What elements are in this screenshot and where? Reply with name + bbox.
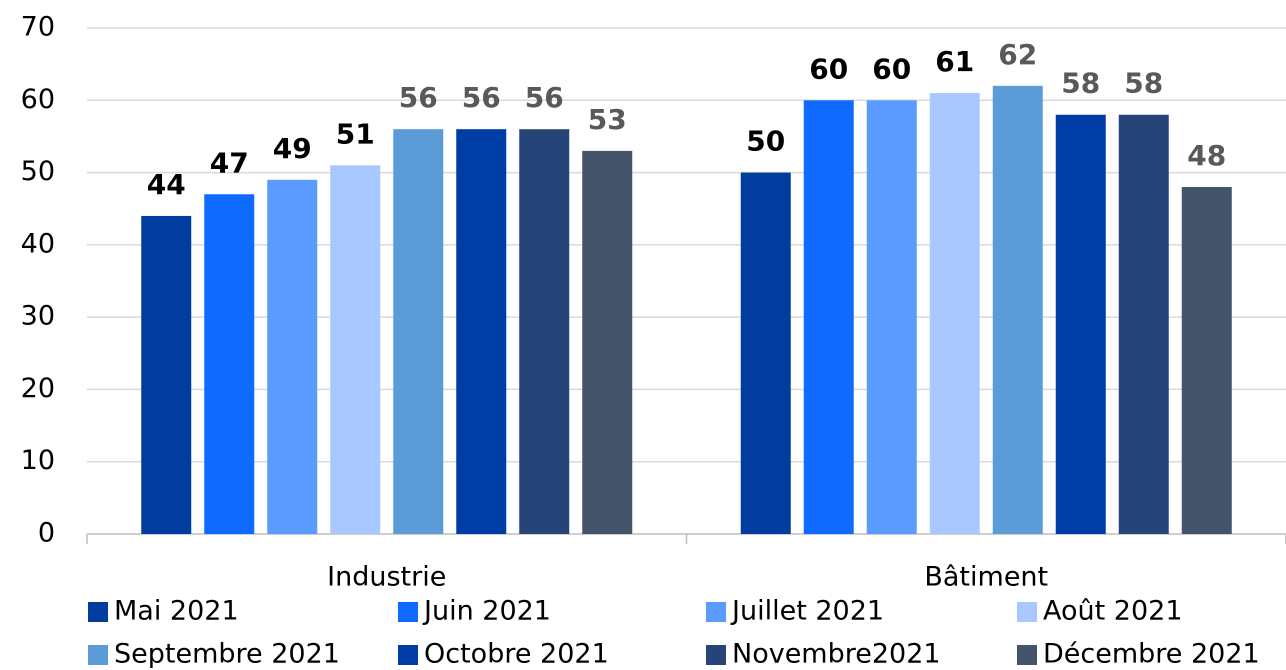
- data-label: 56: [399, 81, 438, 114]
- legend-swatch: [398, 645, 418, 665]
- x-tick-label: Industrie: [327, 562, 446, 593]
- legend-label: Novembre2021: [732, 639, 941, 670]
- bar: [929, 93, 980, 535]
- legend-label: Mai 2021: [114, 596, 239, 627]
- legend-swatch: [398, 602, 418, 622]
- legend-swatch: [706, 645, 726, 665]
- data-label: 49: [273, 132, 312, 165]
- data-label: 47: [210, 146, 249, 179]
- data-label: 61: [935, 45, 974, 78]
- data-label: 58: [1124, 67, 1163, 100]
- bar: [740, 172, 791, 535]
- legend-label: Août 2021: [1043, 596, 1183, 627]
- bar: [803, 100, 854, 535]
- data-label: 58: [1061, 67, 1100, 100]
- bar: [393, 129, 444, 534]
- y-tick-label: 50: [21, 156, 55, 187]
- bar: [582, 150, 633, 534]
- data-label: 48: [1187, 139, 1226, 172]
- legend-label: Octobre 2021: [424, 639, 609, 670]
- y-tick-label: 20: [21, 373, 55, 404]
- legend-swatch: [88, 602, 108, 622]
- bar: [1118, 114, 1169, 534]
- bar: [1181, 187, 1232, 534]
- data-label: 60: [809, 52, 848, 85]
- bar: [866, 100, 917, 535]
- data-label: 53: [588, 103, 627, 136]
- data-label: 50: [746, 125, 785, 158]
- data-label: 60: [872, 52, 911, 85]
- data-label: 62: [998, 38, 1037, 71]
- bar: [141, 215, 192, 534]
- legend-label: Septembre 2021: [114, 639, 340, 670]
- bar: [330, 165, 381, 535]
- bar: [456, 129, 507, 534]
- legend-label: Juin 2021: [422, 596, 551, 627]
- y-tick-label: 60: [21, 84, 55, 115]
- data-label: 56: [462, 81, 501, 114]
- legend-swatch: [706, 602, 726, 622]
- legend-swatch: [1017, 645, 1037, 665]
- bar: [1055, 114, 1106, 534]
- y-tick-label: 30: [21, 301, 55, 332]
- y-tick-label: 10: [21, 445, 55, 476]
- y-tick-label: 70: [21, 12, 55, 43]
- legend-swatch: [88, 645, 108, 665]
- data-label: 56: [525, 81, 564, 114]
- x-tick-label: Bâtiment: [924, 562, 1048, 593]
- bar: [519, 129, 570, 534]
- bar: [992, 85, 1043, 534]
- data-label: 44: [147, 168, 186, 201]
- y-tick-label: 40: [21, 228, 55, 259]
- y-tick-label: 0: [38, 518, 55, 549]
- legend-swatch: [1017, 602, 1037, 622]
- data-label: 51: [336, 117, 375, 150]
- bar: [267, 179, 318, 535]
- legend-label: Décembre 2021: [1043, 639, 1260, 670]
- bar: [204, 194, 255, 534]
- legend-label: Juillet 2021: [730, 596, 884, 627]
